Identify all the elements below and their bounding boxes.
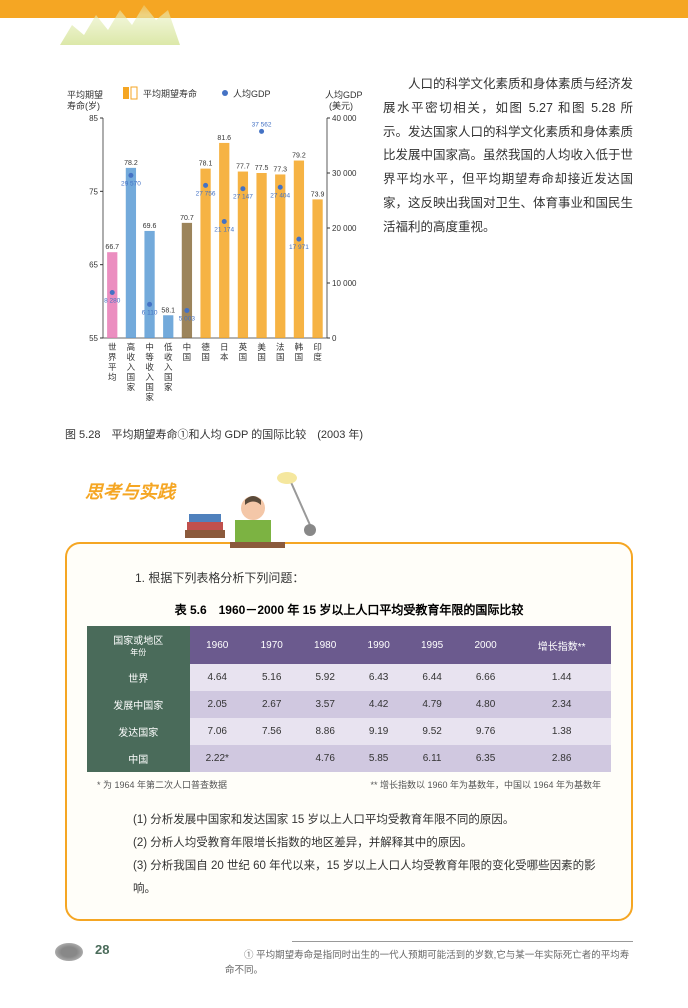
svg-text:73.9: 73.9 bbox=[311, 191, 325, 198]
svg-text:本: 本 bbox=[220, 352, 229, 362]
table-title: 表 5.6 1960－2000 年 15 岁以上人口平均受教育年限的国际比较 bbox=[87, 601, 611, 618]
page-number: 28 bbox=[95, 942, 109, 957]
body-paragraph: 人口的科学文化素质和身体素质与经济发展水平密切相关，如图 5.27 和图 5.2… bbox=[383, 73, 633, 442]
svg-text:人均GDP: 人均GDP bbox=[233, 88, 271, 99]
svg-text:85: 85 bbox=[89, 114, 98, 123]
svg-text:5 003: 5 003 bbox=[179, 315, 196, 322]
svg-text:65: 65 bbox=[89, 261, 98, 270]
question-list: (1) 分析发展中国家和发达国家 15 岁以上人口平均受教育年限不同的原因。(2… bbox=[87, 809, 611, 901]
question-intro: 1. 根据下列表格分析下列问题： bbox=[87, 569, 611, 586]
svg-text:寿命(岁): 寿命(岁) bbox=[67, 100, 100, 111]
svg-text:均: 均 bbox=[108, 372, 117, 382]
svg-text:78.2: 78.2 bbox=[124, 160, 138, 167]
svg-text:77.5: 77.5 bbox=[255, 165, 269, 172]
svg-text:入: 入 bbox=[164, 362, 173, 372]
svg-text:中: 中 bbox=[183, 342, 192, 352]
svg-text:低: 低 bbox=[164, 342, 173, 352]
svg-text:8 280: 8 280 bbox=[104, 297, 121, 304]
svg-text:人均GDP: 人均GDP bbox=[325, 89, 363, 100]
svg-text:66.7: 66.7 bbox=[105, 244, 119, 251]
svg-text:国: 国 bbox=[145, 382, 154, 392]
svg-text:10 000: 10 000 bbox=[332, 279, 357, 288]
svg-text:79.2: 79.2 bbox=[292, 153, 306, 160]
svg-text:70.7: 70.7 bbox=[180, 215, 194, 222]
table-note-right: ** 增长指数以 1960 年为基数年，中国以 1964 年为基数年 bbox=[370, 778, 601, 791]
svg-text:27 756: 27 756 bbox=[196, 190, 216, 197]
globe-icon bbox=[55, 943, 83, 961]
svg-text:德: 德 bbox=[201, 342, 210, 352]
svg-text:40 000: 40 000 bbox=[332, 114, 357, 123]
svg-text:韩: 韩 bbox=[295, 342, 304, 352]
svg-text:收: 收 bbox=[164, 352, 173, 362]
svg-text:55: 55 bbox=[89, 334, 98, 343]
svg-text:81.6: 81.6 bbox=[217, 135, 231, 142]
svg-text:家: 家 bbox=[145, 392, 154, 402]
svg-text:美: 美 bbox=[257, 342, 266, 352]
svg-text:国: 国 bbox=[295, 352, 304, 362]
reading-illustration bbox=[175, 470, 335, 560]
svg-text:21 174: 21 174 bbox=[214, 227, 234, 234]
svg-text:中: 中 bbox=[145, 342, 154, 352]
svg-text:入: 入 bbox=[127, 362, 136, 372]
bar-chart: 55657585010 00020 00030 00040 000平均期望寿命(… bbox=[65, 73, 365, 413]
svg-text:世: 世 bbox=[108, 342, 117, 352]
svg-text:29 570: 29 570 bbox=[121, 180, 141, 187]
svg-text:78.1: 78.1 bbox=[199, 161, 213, 168]
svg-text:27 147: 27 147 bbox=[233, 194, 253, 201]
svg-text:6 110: 6 110 bbox=[142, 309, 158, 316]
svg-text:20 000: 20 000 bbox=[332, 224, 357, 233]
svg-text:0: 0 bbox=[332, 334, 337, 343]
svg-text:界: 界 bbox=[108, 352, 117, 362]
chart-container: 55657585010 00020 00030 00040 000平均期望寿命(… bbox=[65, 73, 365, 442]
svg-text:30 000: 30 000 bbox=[332, 169, 357, 178]
svg-text:平: 平 bbox=[108, 362, 117, 372]
svg-text:国: 国 bbox=[201, 352, 210, 362]
svg-text:收: 收 bbox=[145, 362, 154, 372]
svg-text:度: 度 bbox=[313, 352, 322, 362]
svg-text:日: 日 bbox=[220, 342, 229, 352]
svg-text:高: 高 bbox=[127, 342, 136, 352]
svg-text:(美元): (美元) bbox=[329, 100, 353, 111]
svg-text:国: 国 bbox=[239, 352, 248, 362]
svg-text:75: 75 bbox=[89, 187, 98, 196]
svg-text:入: 入 bbox=[145, 372, 154, 382]
svg-text:国: 国 bbox=[183, 352, 192, 362]
svg-text:17 971: 17 971 bbox=[289, 244, 309, 251]
data-table: 国家或地区年份196019701980199019952000增长指数**世界4… bbox=[87, 626, 611, 772]
svg-text:家: 家 bbox=[127, 382, 136, 392]
svg-text:国: 国 bbox=[257, 352, 266, 362]
page-top-border bbox=[0, 0, 688, 18]
svg-text:58.1: 58.1 bbox=[161, 307, 175, 314]
svg-text:等: 等 bbox=[145, 352, 154, 362]
section-title: 思考与实践 bbox=[85, 478, 175, 504]
table-note-left: * 为 1964 年第二次人口普查数据 bbox=[97, 778, 227, 791]
svg-text:77.7: 77.7 bbox=[236, 164, 250, 171]
svg-text:国: 国 bbox=[276, 352, 285, 362]
svg-text:平均期望寿命: 平均期望寿命 bbox=[143, 88, 197, 99]
svg-text:69.6: 69.6 bbox=[143, 223, 157, 230]
svg-text:27 404: 27 404 bbox=[270, 192, 290, 199]
svg-text:国: 国 bbox=[127, 372, 136, 382]
svg-text:平均期望: 平均期望 bbox=[67, 89, 103, 100]
exercise-box: 1. 根据下列表格分析下列问题： 表 5.6 1960－2000 年 15 岁以… bbox=[65, 542, 633, 921]
svg-text:77.3: 77.3 bbox=[273, 166, 287, 173]
svg-text:法: 法 bbox=[276, 342, 285, 352]
svg-text:英: 英 bbox=[239, 342, 248, 352]
svg-text:37 562: 37 562 bbox=[252, 121, 272, 128]
footnote-text: ① 平均期望寿命是指同时出生的一代人预期可能活到的岁数,它与某一年实际死亡者的平… bbox=[65, 948, 633, 978]
svg-text:收: 收 bbox=[127, 352, 136, 362]
footnote-divider bbox=[292, 941, 633, 942]
svg-text:印: 印 bbox=[313, 342, 322, 352]
svg-text:国: 国 bbox=[164, 372, 173, 382]
chart-caption: 图 5.28 平均期望寿命①和人均 GDP 的国际比较 (2003 年) bbox=[65, 426, 365, 442]
svg-text:家: 家 bbox=[164, 382, 173, 392]
